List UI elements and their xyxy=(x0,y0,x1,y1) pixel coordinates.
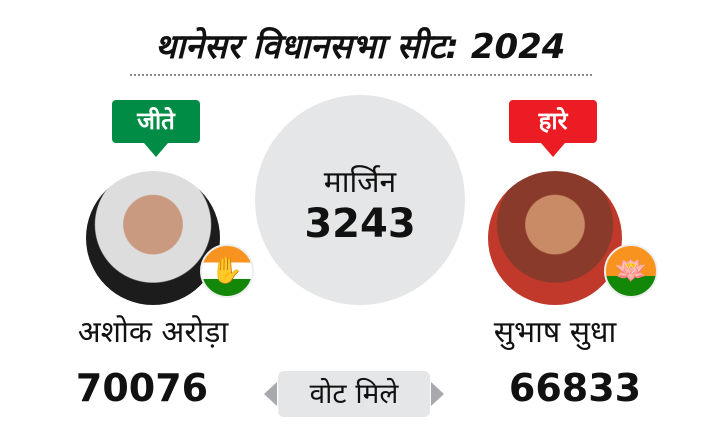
votes-label: वोट मिले xyxy=(278,371,430,417)
loser-name: सुभाष सुधा xyxy=(493,315,617,350)
margin-label: मार्जिन xyxy=(323,165,397,200)
divider xyxy=(130,74,592,76)
page-title: थानेसर विधानसभा सीट: 2024 xyxy=(154,27,566,67)
loser-photo xyxy=(488,171,622,305)
winner-photo xyxy=(86,171,220,305)
arrow-right-icon xyxy=(431,382,444,406)
winner-votes: 70076 xyxy=(75,366,209,410)
loser-votes: 66833 xyxy=(508,366,642,410)
loser-badge: हारे xyxy=(509,100,597,157)
margin-value: 3243 xyxy=(304,201,416,247)
arrow-left-icon xyxy=(264,382,277,406)
bjp-lotus-icon: 🪷 xyxy=(604,244,658,298)
winner-badge: जीते xyxy=(112,100,200,157)
winner-name: अशोक अरोड़ा xyxy=(77,315,229,350)
congress-hand-icon: ✋ xyxy=(200,244,254,298)
margin-circle: मार्जिन 3243 xyxy=(255,95,465,305)
